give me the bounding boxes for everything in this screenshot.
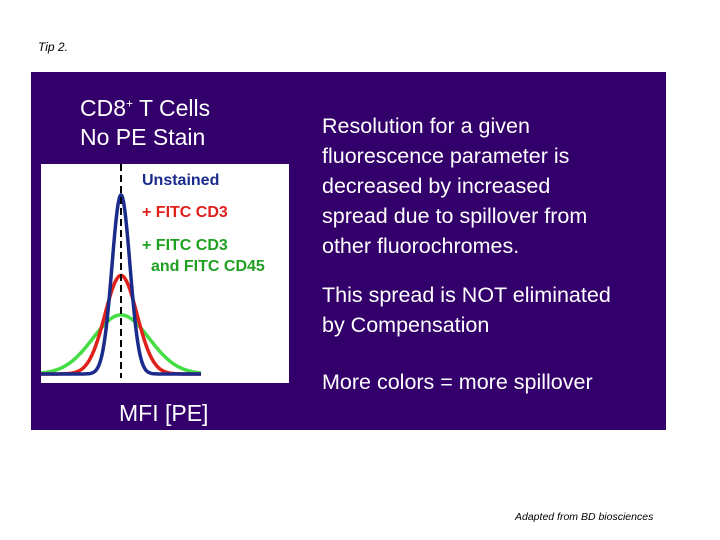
paragraph-resolution: Resolution for a given fluorescence para…: [322, 111, 667, 261]
title-cd8: CD8: [80, 95, 127, 121]
curve-fitc-cd3-and-fitc-cd45: [41, 313, 202, 375]
histogram-svg: [41, 164, 202, 378]
para1-line: spread due to spillover from: [322, 204, 588, 228]
para1-line: fluorescence parameter is: [322, 144, 570, 168]
slide-panel: CD8+ T Cells No PE Stain Unstained + FIT…: [31, 72, 666, 430]
legend-fitc-cd3: + FITC CD3: [142, 204, 228, 221]
title-line-2: No PE Stain: [80, 124, 206, 150]
x-axis-label: MFI [PE]: [119, 400, 209, 426]
legend-fitc-cd3-cd45-line2: and FITC CD45: [151, 258, 265, 275]
para1-line: Resolution for a given: [322, 114, 530, 138]
title-line-1: CD8+ T Cells: [80, 94, 210, 123]
para1-line: other fluorochromes.: [322, 234, 520, 258]
para2-line: by Compensation: [322, 313, 490, 337]
histogram-plot: Unstained + FITC CD3 + FITC CD3 and FITC…: [41, 164, 289, 383]
para1-line: decreased by increased: [322, 174, 551, 198]
curve-unstained: [41, 192, 201, 376]
title-t-cells: T Cells: [133, 95, 211, 121]
para2-line: This spread is NOT eliminated: [322, 283, 611, 307]
legend-fitc-cd3-cd45-line1: + FITC CD3: [142, 237, 228, 254]
panel-title: CD8+ T Cells No PE Stain: [80, 94, 210, 152]
title-superscript: +: [126, 96, 134, 111]
para3-line: More colors = more spillover: [322, 370, 593, 394]
paragraph-compensation: This spread is NOT eliminated by Compens…: [322, 280, 667, 340]
tip-label: Tip 2.: [38, 40, 68, 54]
credit-text: Adapted from BD biosciences: [515, 511, 654, 523]
paragraph-spillover: More colors = more spillover: [322, 367, 667, 397]
legend-unstained: Unstained: [142, 172, 220, 189]
